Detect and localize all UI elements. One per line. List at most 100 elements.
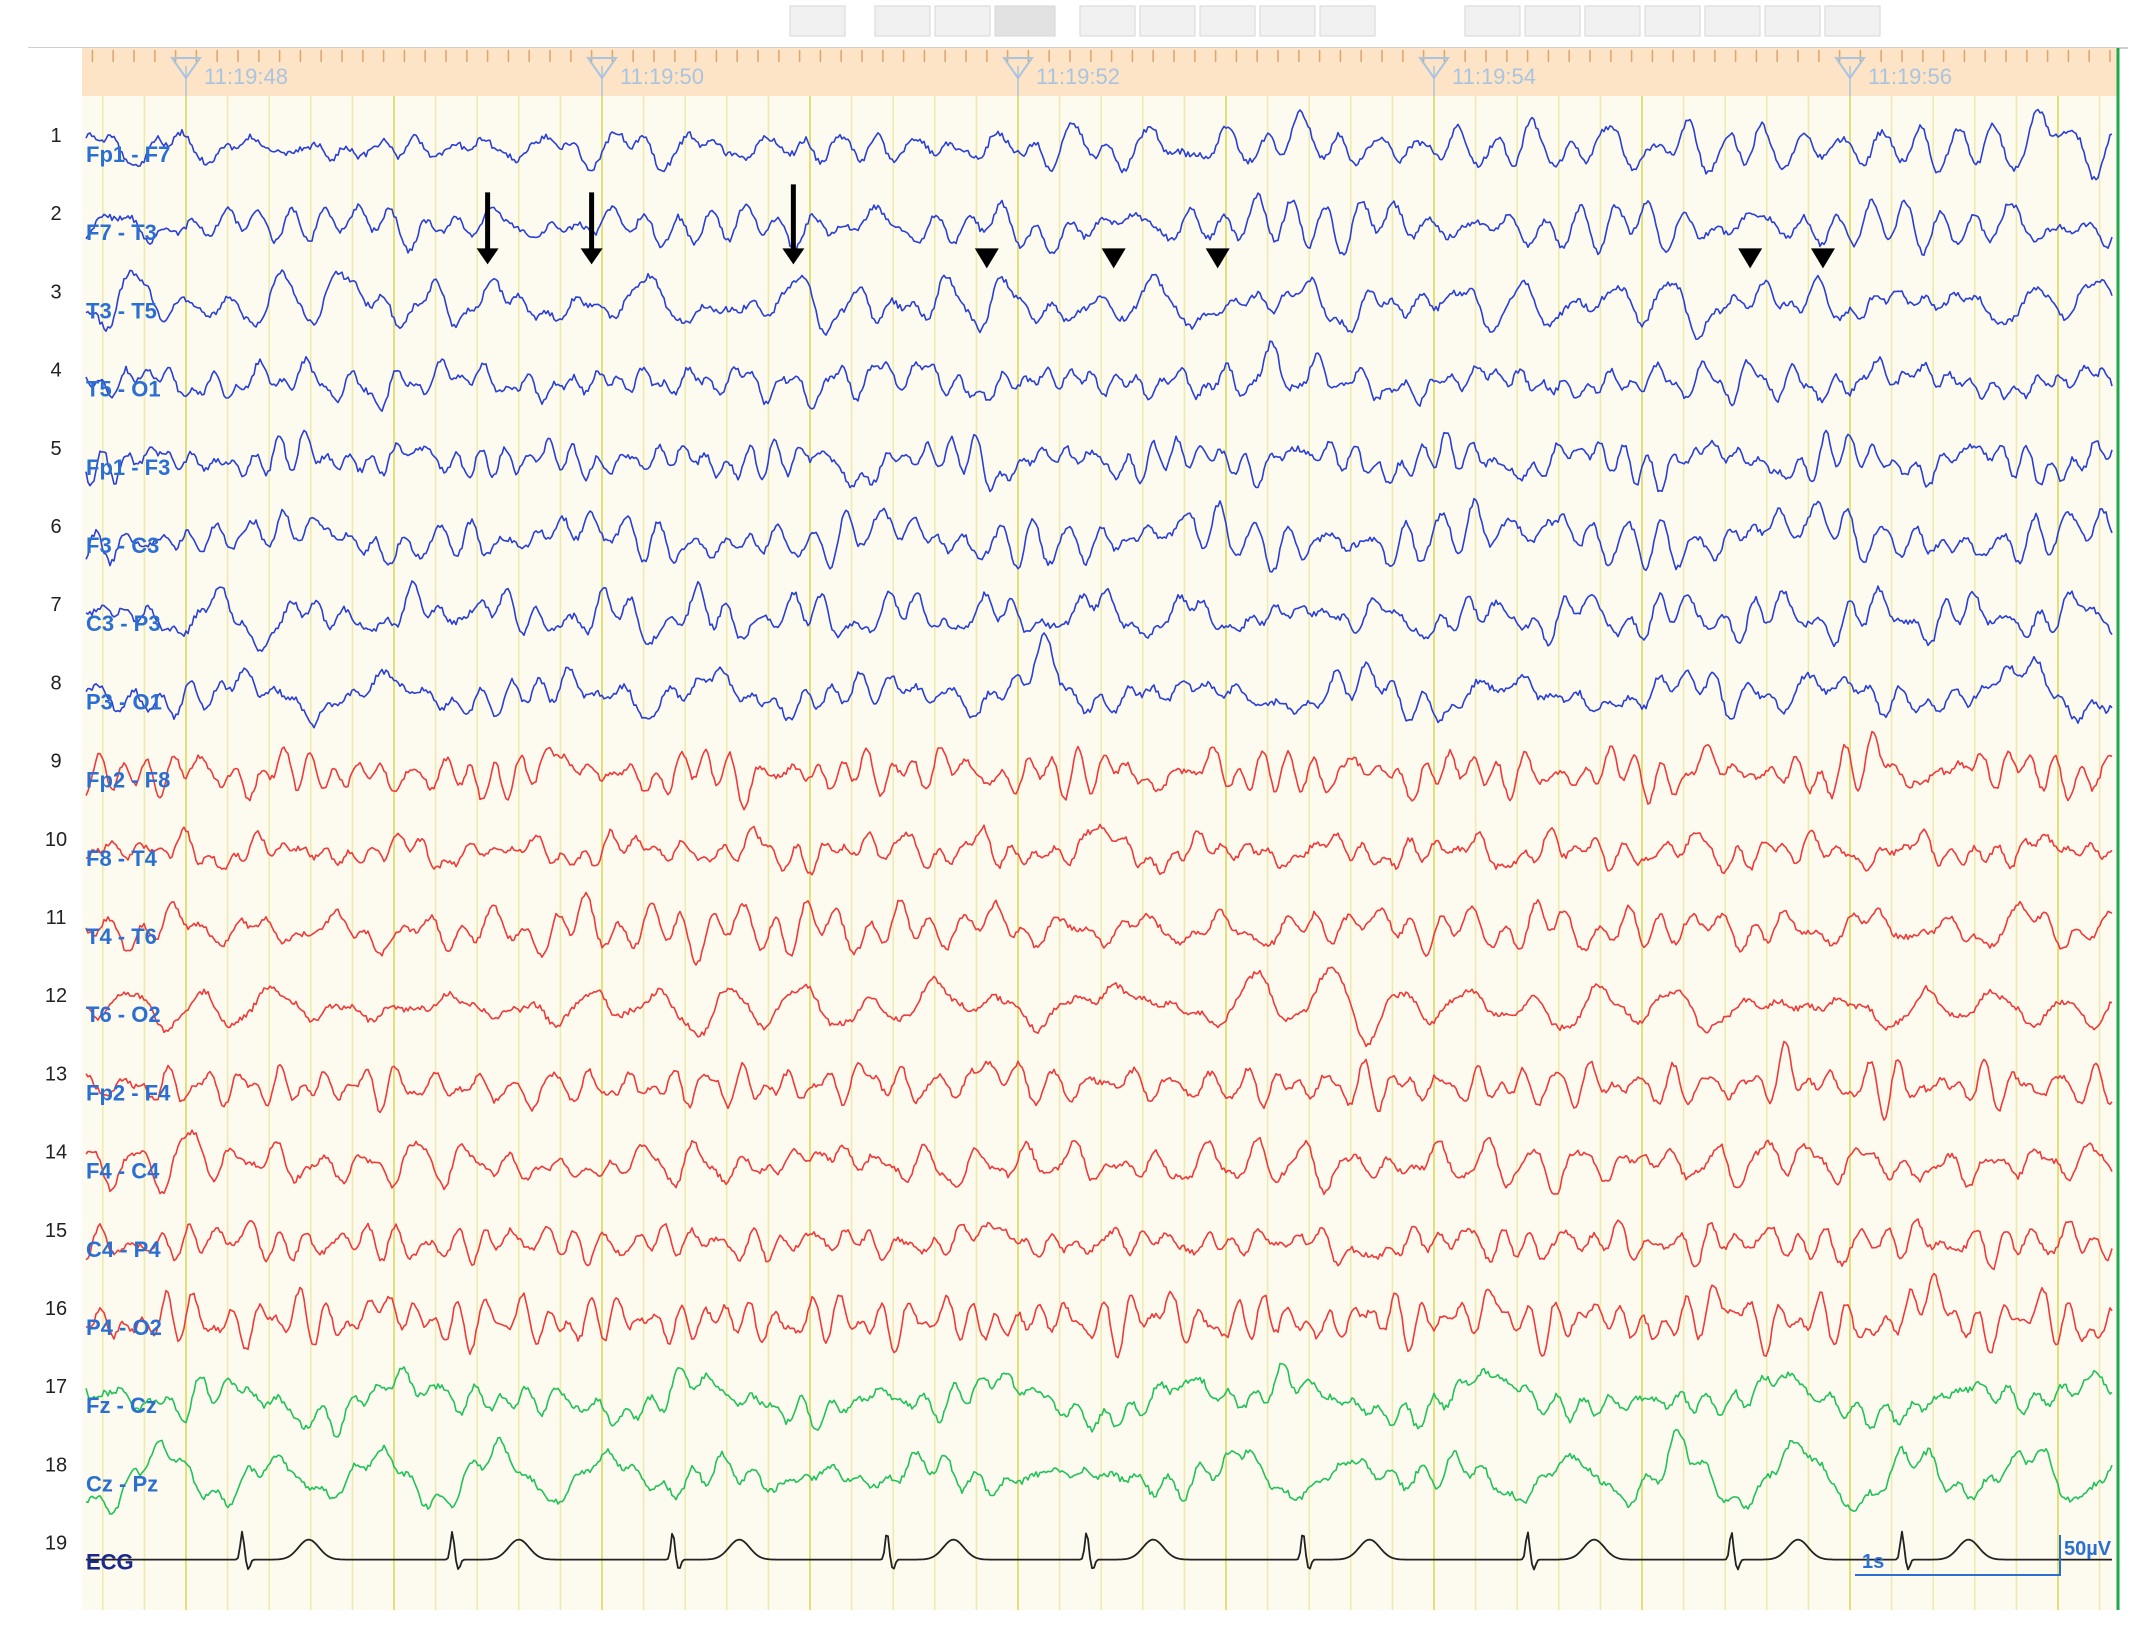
channel-labels: 1 Fp1 - F7 2 F7 - T3 3 T3 - T5 4 T5 - O1 5 Fp1 - … [45,125,171,1575]
channel-label: C4 - P4 [86,1237,161,1262]
channel-number: 13 [45,1063,67,1085]
channel-label: T5 - O1 [86,377,161,402]
toolbar [28,0,2128,49]
channel-label: Fp1 - F7 [86,142,170,167]
trace-channel-1 [85,108,2113,181]
spike-arrowhead-icon [1810,248,1835,269]
trace-channel-10 [85,823,2113,876]
channel-label: T6 - O2 [86,1002,161,1027]
toolbar-button[interactable] [1199,5,1256,37]
spike-markers [476,184,1835,269]
calibration-amplitude-label: 50µV [2064,1538,2112,1560]
toolbar-button[interactable] [1704,5,1761,37]
toolbar-button[interactable] [1079,5,1136,37]
toolbar-button[interactable] [874,5,931,37]
time-marker-icon [1002,57,1034,80]
time-tick-label: 11:19:52 [1036,64,1120,89]
time-markers: 11:19:48 11:19:50 11:19:52 11:19:54 11:19:56 [170,57,1952,96]
channel-number: 4 [50,360,61,382]
trace-channel-3 [85,269,2113,341]
trace-channel-13 [85,1040,2113,1121]
trace-channel-2 [85,192,2113,256]
channel-number: 3 [50,281,61,303]
channel-number: 14 [45,1142,67,1164]
channel-label: P3 - O1 [86,689,162,714]
trace-channel-15 [85,1218,2113,1271]
trace-channel-8 [85,632,2113,729]
channel-label: C3 - P3 [86,611,161,636]
toolbar-button[interactable] [789,5,846,37]
channel-number: 7 [50,594,61,616]
left-gutter [28,48,82,1610]
toolbar-button[interactable] [1764,5,1821,37]
channel-number: 2 [50,203,61,225]
trace-channel-4 [85,340,2113,413]
time-bar-ticks [91,50,2111,62]
channel-label: Cz - Pz [86,1471,158,1496]
time-marker-icon [1834,57,1866,80]
channel-number: 10 [45,829,67,851]
spike-arrow-icon [476,248,499,265]
channel-number: 12 [45,985,67,1007]
toolbar-button[interactable] [994,5,1056,37]
channel-number: 5 [50,438,61,460]
spike-arrowhead-icon [1738,248,1763,269]
channel-number: 1 [50,125,61,147]
time-marker-icon [586,57,618,80]
channel-label: T4 - T6 [86,924,157,949]
trace-channel-5 [85,429,2113,493]
time-bar [82,48,2118,96]
calibration-bar: 1s 50µV [1855,1535,2112,1576]
trace-channel-11 [85,891,2113,966]
toolbar-button[interactable] [1824,5,1881,37]
spike-arrow-icon [580,248,603,265]
time-tick-label: 11:19:56 [1868,64,1952,89]
eeg-traces [85,108,2113,1571]
channel-number: 18 [45,1454,67,1476]
channel-label: F7 - T3 [86,220,157,245]
channel-label: T3 - T5 [86,298,157,323]
plot-area [82,48,2118,1610]
trace-channel-7 [85,580,2113,653]
toolbar-button[interactable] [1644,5,1701,37]
time-marker-icon [170,57,202,80]
channel-label: Fp2 - F4 [86,1080,171,1105]
channel-number: 9 [50,751,61,773]
channel-number: 6 [50,516,61,538]
toolbar-button[interactable] [1139,5,1196,37]
spike-arrowhead-icon [1205,248,1230,269]
channel-number: 16 [45,1298,67,1320]
channel-label: F3 - C3 [86,533,159,558]
spike-arrowhead-icon [974,248,999,269]
toolbar-button[interactable] [934,5,991,37]
time-tick-label: 11:19:50 [620,64,704,89]
channel-number: 17 [45,1376,67,1398]
trace-channel-17 [85,1362,2113,1438]
trace-channel-6 [85,497,2113,573]
channel-label: P4 - O2 [86,1315,162,1340]
channel-label: F8 - T4 [86,846,158,871]
toolbar-button[interactable] [1524,5,1581,37]
toolbar-button[interactable] [1584,5,1641,37]
time-tick-label: 11:19:54 [1452,64,1536,89]
calibration-time-label: 1s [1862,1551,1884,1573]
channel-label: F4 - C4 [86,1159,160,1184]
channel-label: Fp1 - F3 [86,455,170,480]
channel-number: 15 [45,1220,67,1242]
toolbar-button[interactable] [1259,5,1316,37]
calibration-bracket [1855,1535,2061,1576]
toolbar-button[interactable] [1319,5,1376,37]
channel-label: Fz - Cz [86,1393,157,1418]
channel-number: 11 [46,907,67,929]
spike-arrow-icon [782,248,805,265]
toolbar-button[interactable] [1464,5,1521,37]
trace-channel-14 [85,1129,2113,1196]
channel-number: 8 [50,672,61,694]
trace-channel-16 [85,1272,2113,1359]
trace-channel-9 [85,730,2113,811]
time-marker-icon [1418,57,1450,80]
trace-channel-19 [86,1530,2112,1571]
trace-channel-18 [85,1428,2113,1515]
channel-label: Fp2 - F8 [86,768,170,793]
